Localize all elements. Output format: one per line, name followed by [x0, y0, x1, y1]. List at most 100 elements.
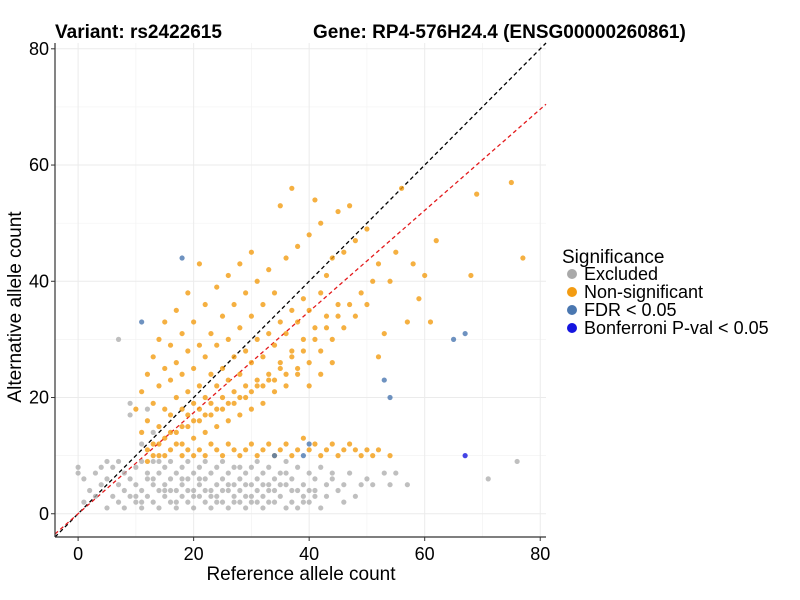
point-excluded	[202, 476, 208, 482]
point-non-significant	[139, 429, 145, 435]
point-non-significant	[237, 394, 243, 401]
point-excluded	[196, 493, 203, 499]
point-non-significant	[167, 429, 174, 435]
point-excluded	[225, 470, 231, 476]
point-non-significant	[231, 389, 237, 395]
point-non-significant	[202, 394, 208, 401]
point-excluded	[185, 458, 191, 465]
point-non-significant	[306, 307, 312, 313]
point-non-significant	[289, 453, 295, 459]
point-excluded	[202, 499, 208, 505]
point-non-significant	[254, 278, 260, 284]
point-excluded	[202, 458, 208, 465]
point-non-significant	[289, 348, 295, 354]
point-non-significant	[266, 441, 272, 447]
point-excluded	[133, 464, 139, 470]
point-excluded	[219, 487, 226, 494]
point-excluded	[237, 487, 243, 494]
point-excluded	[387, 482, 393, 488]
point-non-significant	[150, 354, 156, 360]
point-excluded	[318, 464, 324, 470]
point-non-significant	[375, 261, 382, 267]
point-non-significant	[306, 383, 312, 389]
point-non-significant	[381, 330, 387, 337]
point-non-significant	[375, 447, 382, 453]
point-excluded	[254, 458, 260, 465]
point-non-significant	[150, 400, 156, 406]
point-non-significant	[347, 301, 353, 308]
point-non-significant	[306, 447, 312, 453]
point-non-significant	[231, 301, 237, 308]
point-excluded	[133, 493, 139, 499]
point-non-significant	[433, 238, 439, 244]
point-non-significant	[156, 441, 162, 447]
point-excluded	[150, 429, 156, 435]
point-non-significant	[219, 453, 226, 459]
point-excluded	[341, 482, 347, 488]
point-excluded	[300, 493, 306, 499]
point-non-significant	[208, 400, 214, 406]
point-excluded	[179, 464, 185, 470]
point-excluded	[139, 499, 145, 505]
legend-marker-nonsig	[567, 287, 577, 297]
point-non-significant	[289, 307, 295, 313]
point-excluded	[150, 482, 156, 488]
point-excluded	[271, 499, 278, 505]
legend-label-fdr: FDR < 0.05	[584, 300, 677, 320]
point-non-significant	[312, 197, 318, 203]
point-non-significant	[312, 441, 318, 447]
point-non-significant	[283, 383, 289, 389]
point-non-significant	[318, 371, 324, 377]
point-non-significant	[191, 319, 197, 325]
point-fdr-0-05	[179, 255, 185, 261]
point-non-significant	[202, 354, 208, 360]
axes: 0 20 40 60 80 0 20 40 60 80	[29, 39, 550, 564]
point-non-significant	[352, 238, 358, 244]
point-excluded	[266, 482, 272, 488]
point-excluded	[237, 476, 243, 482]
point-non-significant	[295, 371, 301, 377]
point-excluded	[115, 458, 122, 465]
point-non-significant	[271, 377, 278, 383]
point-excluded	[179, 482, 185, 488]
point-non-significant	[271, 389, 278, 395]
y-axis-title: Alternative allele count	[5, 211, 26, 403]
point-non-significant	[341, 447, 347, 453]
point-non-significant	[196, 418, 203, 424]
reference-lines	[54, 42, 547, 538]
point-excluded	[312, 476, 318, 482]
point-non-significant	[185, 389, 191, 395]
point-excluded	[266, 499, 272, 505]
point-excluded	[341, 499, 347, 505]
legend-marker-fdr	[567, 305, 577, 315]
point-excluded	[173, 505, 179, 511]
point-non-significant	[237, 325, 243, 331]
point-non-significant	[202, 412, 208, 418]
x-tick-label: 0	[73, 544, 83, 564]
point-excluded	[133, 482, 139, 488]
point-non-significant	[162, 406, 168, 412]
point-excluded	[231, 482, 237, 488]
point-non-significant	[318, 453, 324, 459]
legend-marker-bonf	[567, 323, 577, 333]
point-non-significant	[277, 203, 283, 209]
point-excluded	[162, 493, 168, 499]
point-excluded	[370, 482, 376, 488]
point-excluded	[329, 470, 335, 476]
point-excluded	[306, 487, 312, 494]
point-excluded	[179, 476, 185, 482]
point-excluded	[144, 493, 151, 499]
point-excluded	[191, 487, 197, 494]
point-non-significant	[237, 371, 243, 377]
point-non-significant	[318, 348, 324, 354]
point-excluded	[219, 458, 226, 465]
point-excluded	[121, 470, 127, 476]
point-non-significant	[191, 400, 197, 406]
point-non-significant	[335, 301, 341, 308]
point-excluded	[254, 499, 260, 505]
point-non-significant	[167, 377, 174, 383]
x-tick-label: 80	[530, 544, 550, 564]
point-excluded	[127, 493, 133, 499]
point-non-significant	[283, 255, 289, 261]
point-non-significant	[243, 290, 249, 296]
